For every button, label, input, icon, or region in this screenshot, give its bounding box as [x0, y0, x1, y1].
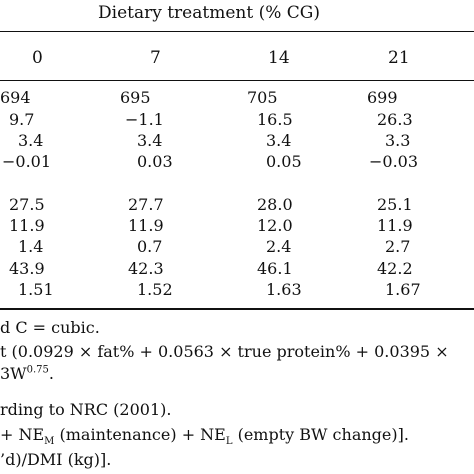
table-cell: 1.4 — [18, 237, 44, 256]
footnote-line: d C = cubic. — [0, 318, 100, 337]
table-cell: 699 — [367, 88, 398, 107]
table-cell: −1.1 — [125, 110, 164, 129]
column-group-header: Dietary treatment (% CG) — [98, 3, 320, 23]
header-underline-rule — [0, 31, 474, 32]
table-cell: 0.03 — [137, 152, 173, 171]
column-header-14: 14 — [268, 48, 290, 68]
table-cell: 46.1 — [257, 259, 293, 278]
footnote-text: + NE — [0, 425, 45, 444]
footnote-subscript: L — [225, 436, 233, 448]
footnote-line: rding to NRC (2001). — [0, 400, 172, 419]
table-cell: 11.9 — [377, 216, 413, 235]
table-cell: 27.7 — [128, 195, 164, 214]
table-cell: 26.3 — [377, 110, 413, 129]
table-cell: 2.4 — [266, 237, 292, 256]
table-cell: 0.05 — [266, 152, 302, 171]
table-cell: 1.51 — [18, 280, 54, 299]
table-cell: 2.7 — [385, 237, 411, 256]
table-cell: 42.2 — [377, 259, 413, 278]
footnote-line: + NEM (maintenance) + NEL (empty BW chan… — [0, 425, 409, 447]
header-bottom-rule — [0, 80, 474, 81]
table-cell: 3.4 — [266, 131, 292, 150]
table-cell: 3.4 — [18, 131, 44, 150]
column-header-0: 0 — [32, 48, 43, 68]
table-cell: 695 — [120, 88, 151, 107]
table-cell: 1.63 — [266, 280, 302, 299]
table-cell: 42.3 — [128, 259, 164, 278]
footnote-superscript: 0.75 — [26, 364, 49, 376]
table-cell: −0.01 — [2, 152, 52, 171]
column-header-21: 21 — [388, 48, 410, 68]
table-cell: 12.0 — [257, 216, 293, 235]
footnote-line: 3W0.75. — [0, 364, 54, 383]
table-cell: 28.0 — [257, 195, 293, 214]
footnote-text: . — [48, 364, 54, 383]
table-cell: 705 — [247, 88, 278, 107]
footnote-line: t (0.0929 × fat% + 0.0563 × true protein… — [0, 342, 449, 361]
table-cell: 3.4 — [137, 131, 163, 150]
table-cell: 11.9 — [9, 216, 45, 235]
footnote-text: (maintenance) + NE — [54, 425, 226, 444]
table-cell: 16.5 — [257, 110, 293, 129]
table-cell: 27.5 — [9, 195, 45, 214]
table-cell: −0.03 — [369, 152, 419, 171]
table-cell: 694 — [0, 88, 31, 107]
column-header-7: 7 — [150, 48, 161, 68]
footnote-subscript: M — [44, 436, 55, 448]
table-cell: 3.3 — [385, 131, 411, 150]
table-cell: 43.9 — [9, 259, 45, 278]
table-cell: 0.7 — [137, 237, 163, 256]
table-bottom-rule — [0, 308, 474, 310]
footnote-text: 3W — [0, 364, 27, 383]
footnote-text: (empty BW change)]. — [232, 425, 409, 444]
table-cell: 9.7 — [9, 110, 35, 129]
table-cell: 25.1 — [377, 195, 413, 214]
table-cell: 1.52 — [137, 280, 173, 299]
table-cell: 1.67 — [385, 280, 421, 299]
table-cell: 11.9 — [128, 216, 164, 235]
footnote-line: ’d)/DMI (kg)]. — [0, 450, 112, 469]
